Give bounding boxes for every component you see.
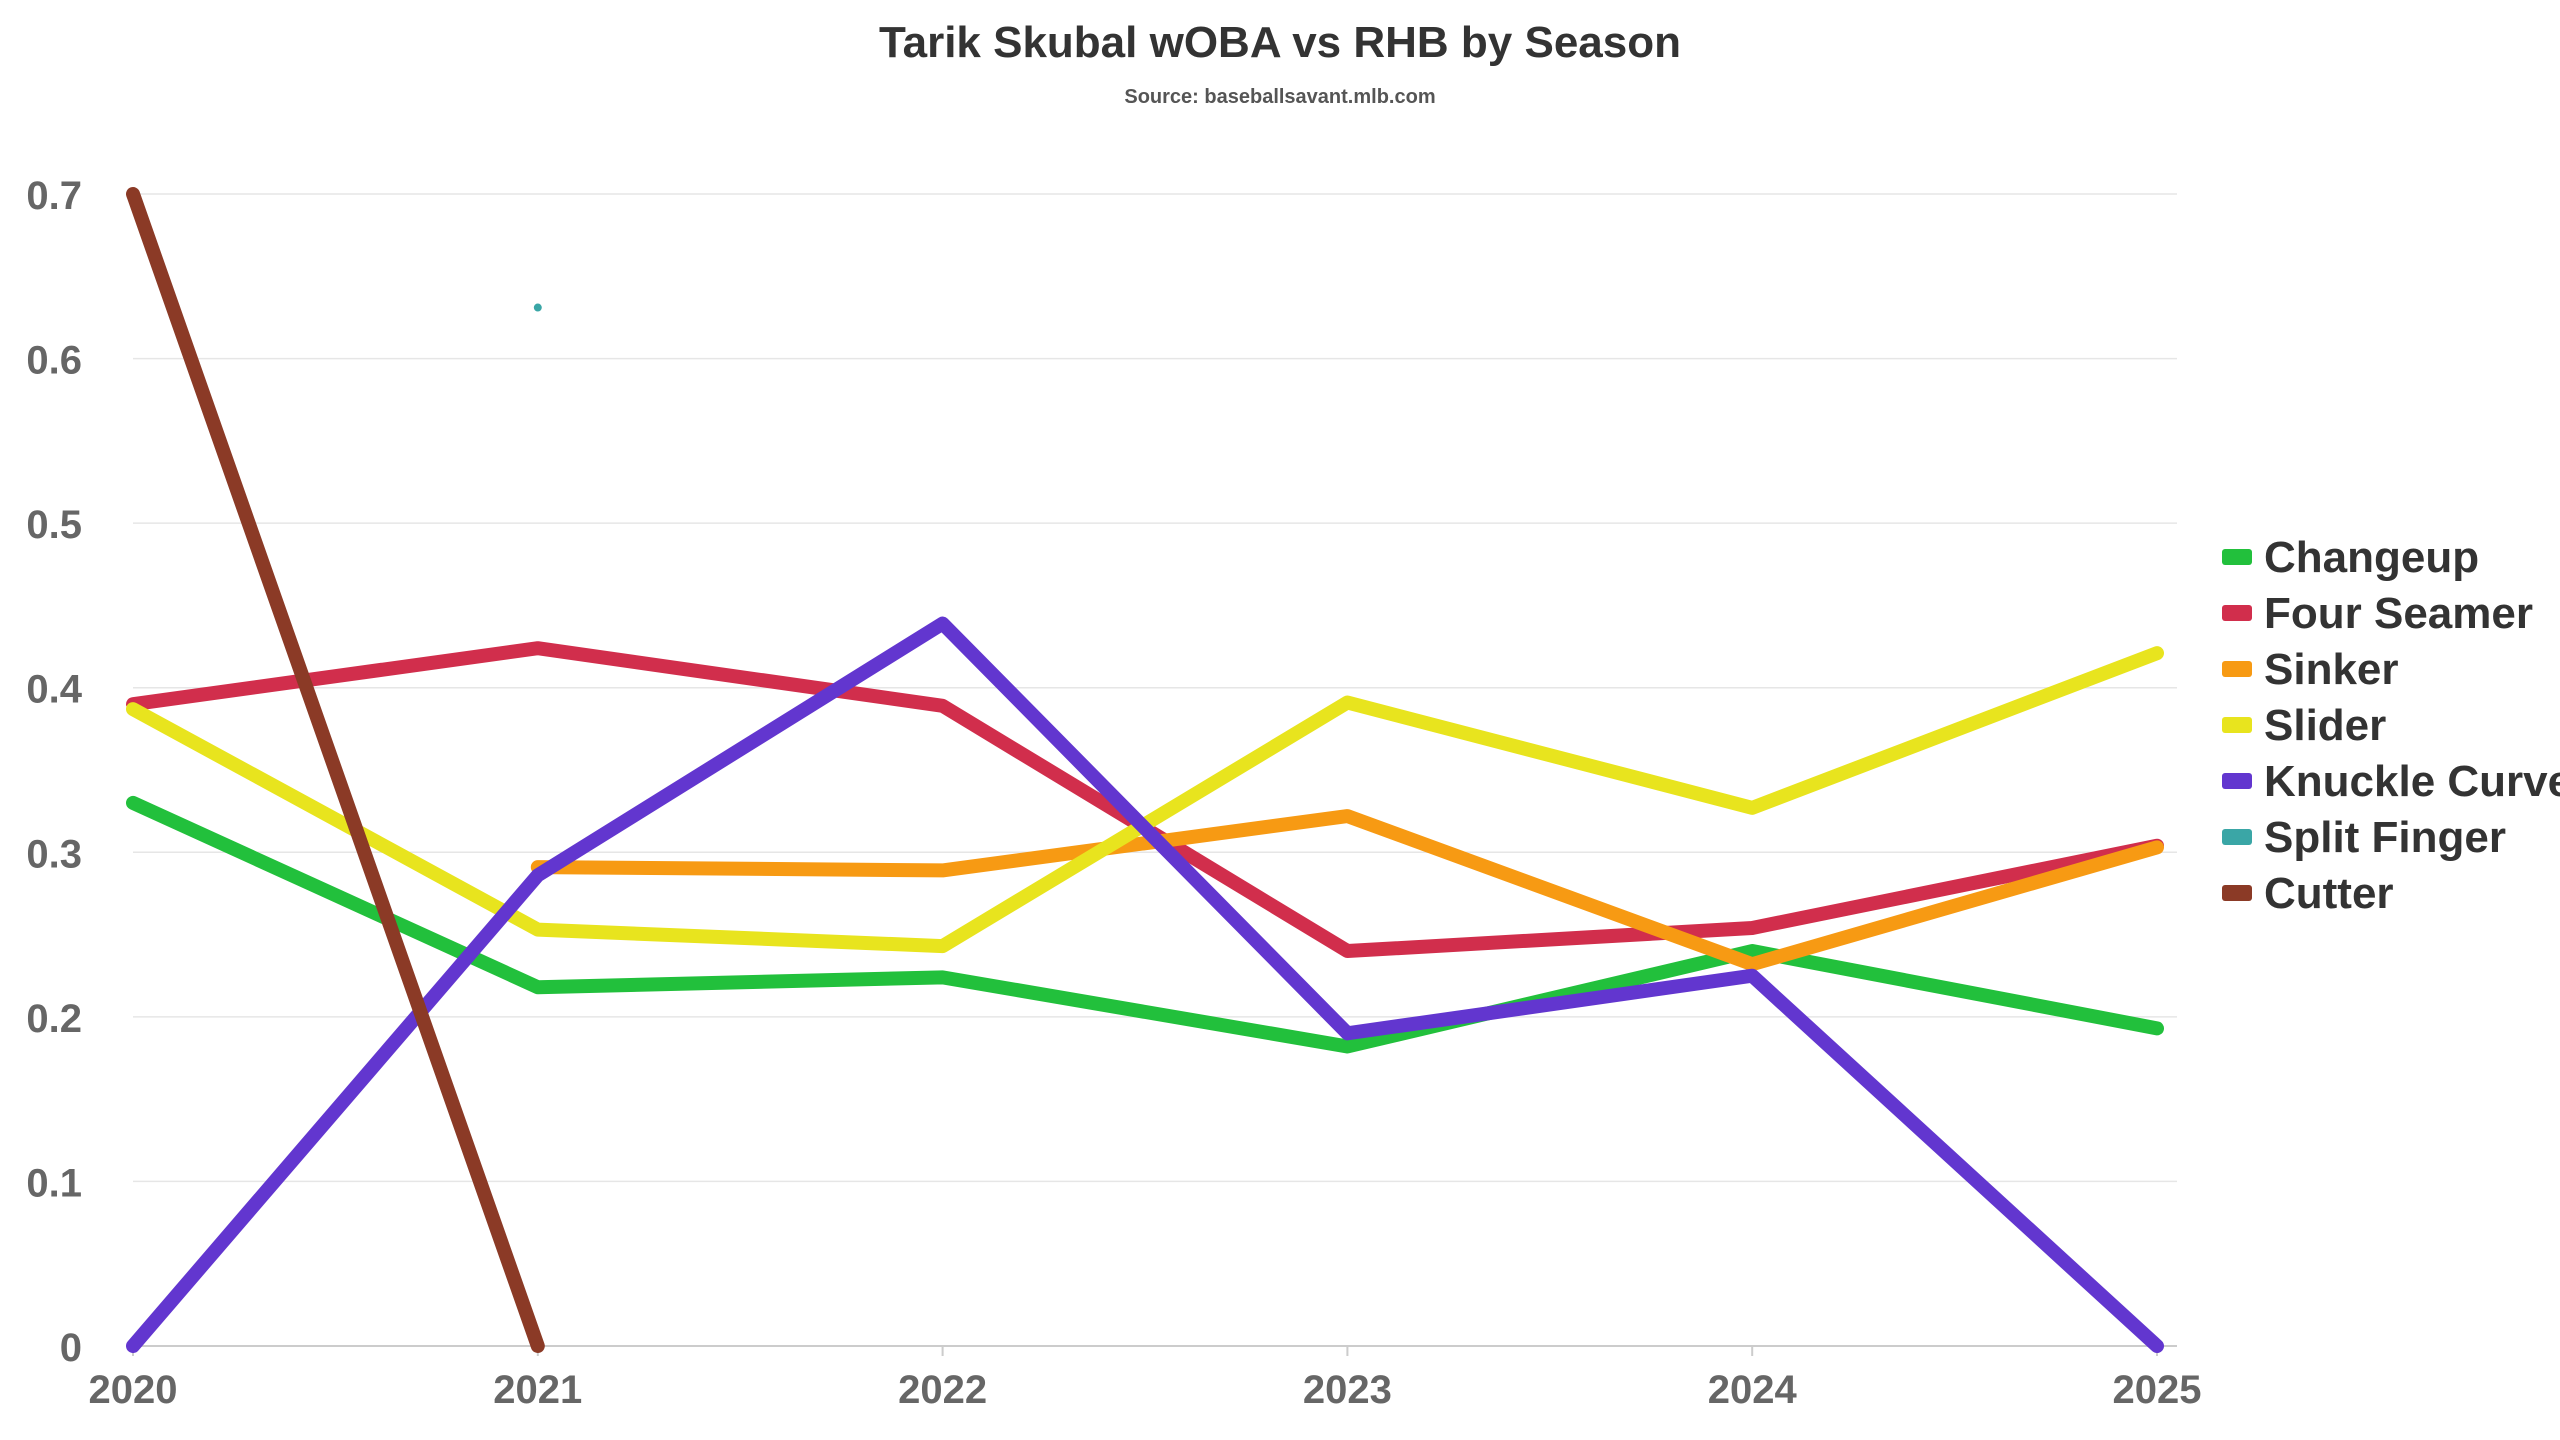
- series-line: [530, 809, 2164, 972]
- legend-swatch: [2222, 885, 2252, 901]
- legend-swatch: [2222, 773, 2252, 789]
- legend-swatch: [2222, 661, 2252, 677]
- legend-item: Split Finger: [2222, 813, 2506, 862]
- legend-item: Cutter: [2222, 869, 2394, 918]
- y-axis: 0 0.1 0.2 0.3 0.4 0.5 0.6 0.7: [26, 174, 82, 1370]
- series-point: [533, 303, 542, 312]
- legend-label: Split Finger: [2264, 813, 2506, 862]
- y-tick-label: 0.5: [26, 503, 82, 547]
- legend-item: Slider: [2222, 701, 2386, 750]
- y-tick-label: 0.4: [26, 668, 82, 712]
- legend-label: Changeup: [2264, 533, 2479, 582]
- series-line: [126, 187, 545, 1353]
- series-lines: [126, 187, 2164, 1353]
- legend-item: Sinker: [2222, 645, 2399, 694]
- x-tick-label: 2022: [898, 1368, 987, 1412]
- x-tick-label: 2023: [1303, 1368, 1392, 1412]
- series-line: [126, 641, 2164, 959]
- y-tick-label: 0.7: [26, 174, 82, 218]
- legend-swatch: [2222, 717, 2252, 733]
- legend-item: Four Seamer: [2222, 589, 2533, 638]
- chart-subtitle: Source: baseballsavant.mlb.com: [1124, 86, 1435, 108]
- series-split-finger: [533, 303, 542, 312]
- y-tick-label: 0: [60, 1326, 82, 1370]
- x-axis: 2020 2021 2022 2023 2024 2025: [89, 1345, 2202, 1412]
- legend-swatch: [2222, 829, 2252, 845]
- grid: [133, 193, 2177, 1183]
- series-sinker: [530, 809, 2164, 972]
- legend-item: Changeup: [2222, 533, 2479, 582]
- legend-swatch: [2222, 605, 2252, 621]
- legend-item: Knuckle Curve: [2222, 757, 2560, 806]
- x-tick-label: 2025: [2113, 1368, 2202, 1412]
- series-knuckle-curve: [126, 616, 2164, 1353]
- y-tick-label: 0.6: [26, 339, 82, 383]
- chart-title: Tarik Skubal wOBA vs RHB by Season: [879, 18, 1681, 67]
- legend-label: Sinker: [2264, 645, 2399, 694]
- legend-label: Knuckle Curve: [2264, 757, 2560, 806]
- x-tick-label: 2021: [493, 1368, 582, 1412]
- series-four-seamer: [126, 641, 2164, 959]
- x-tick-label: 2020: [89, 1368, 178, 1412]
- y-tick-label: 0.1: [26, 1161, 82, 1205]
- legend-swatch: [2222, 549, 2252, 565]
- legend-label: Slider: [2264, 701, 2386, 750]
- x-tick-label: 2024: [1708, 1368, 1798, 1412]
- y-tick-label: 0.2: [26, 997, 82, 1041]
- series-line: [126, 616, 2164, 1353]
- y-tick-label: 0.3: [26, 832, 82, 876]
- legend: Changeup Four Seamer Sinker Slider Knuckle C…: [2222, 533, 2560, 918]
- legend-label: Cutter: [2264, 869, 2394, 918]
- series-cutter: [126, 187, 545, 1353]
- legend-label: Four Seamer: [2264, 589, 2533, 638]
